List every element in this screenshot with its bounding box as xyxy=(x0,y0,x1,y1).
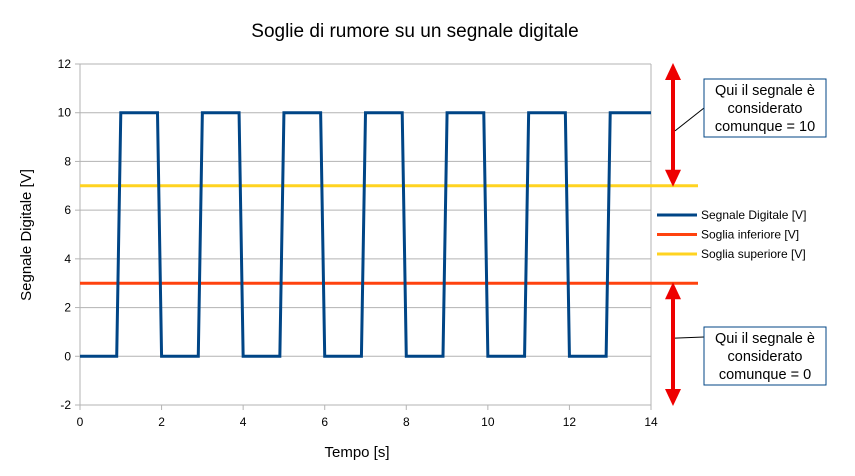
y-axis-label: Segnale Digitale [V] xyxy=(18,169,35,301)
x-tick-label-6: 12 xyxy=(563,415,577,429)
annotation-arrow-head-top-1 xyxy=(665,282,681,300)
annotation-arrow-head-bottom-0 xyxy=(665,169,681,187)
y-tick-label-4: 6 xyxy=(64,203,71,217)
chart-title: Soglie di rumore su un segnale digitale xyxy=(251,21,578,42)
legend-label-0: Segnale Digitale [V] xyxy=(701,208,806,222)
y-tick-label-6: 10 xyxy=(58,106,72,120)
annotations: Qui il segnale è considerato comunque = 10… xyxy=(665,63,827,406)
x-tick-label-4: 8 xyxy=(403,415,410,429)
legend-label-1: Soglia inferiore [V] xyxy=(701,228,799,242)
annotation-text-0-2: comunque = 10 xyxy=(715,119,815,135)
annotation-box-0 xyxy=(703,78,827,138)
series xyxy=(80,111,698,358)
annotation-arrow-head-top-0 xyxy=(665,63,681,80)
series-line-0 xyxy=(80,111,651,358)
plot-frame xyxy=(79,64,652,406)
y-tick-label-5: 8 xyxy=(64,154,71,168)
x-axis-label: Tempo [s] xyxy=(324,444,389,461)
annotation-leader-0 xyxy=(674,107,705,132)
x-tick-label-5: 10 xyxy=(481,415,495,429)
x-tick-label-3: 6 xyxy=(321,415,328,429)
annotation-text-1-0: Qui il segnale è xyxy=(715,331,815,347)
x-tick-label-0: 0 xyxy=(77,415,84,429)
annotation-text-0-1: considerato xyxy=(728,101,803,117)
x-tick-label-7: 14 xyxy=(644,415,658,429)
ticks: -2 0 2 4 6 8 10 12 0 2 4 6 8 10 12 14 xyxy=(58,57,658,429)
y-tick-label-0: -2 xyxy=(60,398,71,412)
x-tick-label-2: 4 xyxy=(240,415,247,429)
legend-label-2: Soglia superiore [V] xyxy=(701,247,806,261)
legend: Segnale Digitale [V] Soglia inferiore [V]… xyxy=(657,208,806,261)
y-tick-label-1: 0 xyxy=(64,349,71,363)
annotation-text-1-2: comunque = 0 xyxy=(719,367,811,383)
annotation-text-0-0: Qui il segnale è xyxy=(715,83,815,99)
y-tick-label-7: 12 xyxy=(58,57,72,71)
y-tick-label-2: 2 xyxy=(64,301,71,315)
annotation-leader-1 xyxy=(674,336,705,339)
annotation-box-1 xyxy=(703,326,827,386)
x-tick-label-1: 2 xyxy=(158,415,165,429)
annotation-arrow-head-bottom-1 xyxy=(665,389,681,406)
y-tick-label-3: 4 xyxy=(64,252,71,266)
annotation-text-1-1: considerato xyxy=(728,349,803,365)
